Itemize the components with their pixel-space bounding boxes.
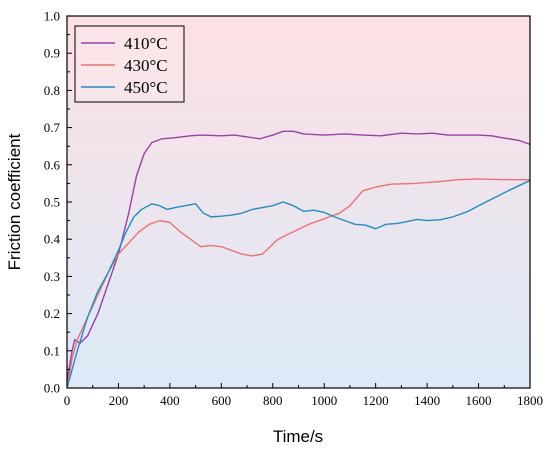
legend-box xyxy=(74,25,185,103)
x-tick-label: 200 xyxy=(109,393,129,408)
y-axis-ticks: 0.0 0.1 0.2 0.3 0.4 0.5 0.6 0.7 0.8 0.9 1.0 xyxy=(44,9,72,396)
y-tick-label: 0.9 xyxy=(44,46,60,61)
x-tick-label: 800 xyxy=(263,393,283,408)
x-tick-label: 1400 xyxy=(414,393,440,408)
legend-label-2: 450°C xyxy=(124,78,168,97)
y-tick-label: 0.6 xyxy=(44,157,61,172)
plot-background xyxy=(67,16,530,388)
series-line-0 xyxy=(67,130,530,381)
y-tick-label: 0.4 xyxy=(44,232,61,247)
legend-label-0: 410°C xyxy=(124,34,168,53)
x-tick-label: 400 xyxy=(160,393,180,408)
series-layer xyxy=(67,130,530,388)
y-tick-label: 0.7 xyxy=(44,120,61,135)
x-tick-label: 0 xyxy=(64,393,71,408)
series-line-1 xyxy=(67,178,530,388)
y-tick-label: 0.1 xyxy=(44,343,60,358)
y-axis-label: Friction coefficient xyxy=(5,133,24,270)
legend-label-1: 430°C xyxy=(124,56,168,75)
y-tick-label: 0.3 xyxy=(44,269,60,284)
y-tick-label: 0.5 xyxy=(44,195,60,210)
x-tick-label: 1000 xyxy=(311,393,337,408)
x-tick-label: 1800 xyxy=(517,393,543,408)
y-tick-label: 0.0 xyxy=(44,381,60,396)
x-axis-ticks: 0 200 400 600 800 1000 1200 1400 1600 1800 xyxy=(64,383,543,408)
x-tick-label: 600 xyxy=(212,393,232,408)
y-tick-label: 0.2 xyxy=(44,306,60,321)
y-tick-label: 0.8 xyxy=(44,83,60,98)
x-tick-label: 1600 xyxy=(466,393,492,408)
x-axis-label: Time/s xyxy=(273,427,323,446)
series-line-2 xyxy=(67,179,530,388)
x-tick-label: 1200 xyxy=(363,393,389,408)
legend: 410°C 430°C 450°C xyxy=(74,25,185,103)
y-tick-label: 1.0 xyxy=(44,9,60,24)
